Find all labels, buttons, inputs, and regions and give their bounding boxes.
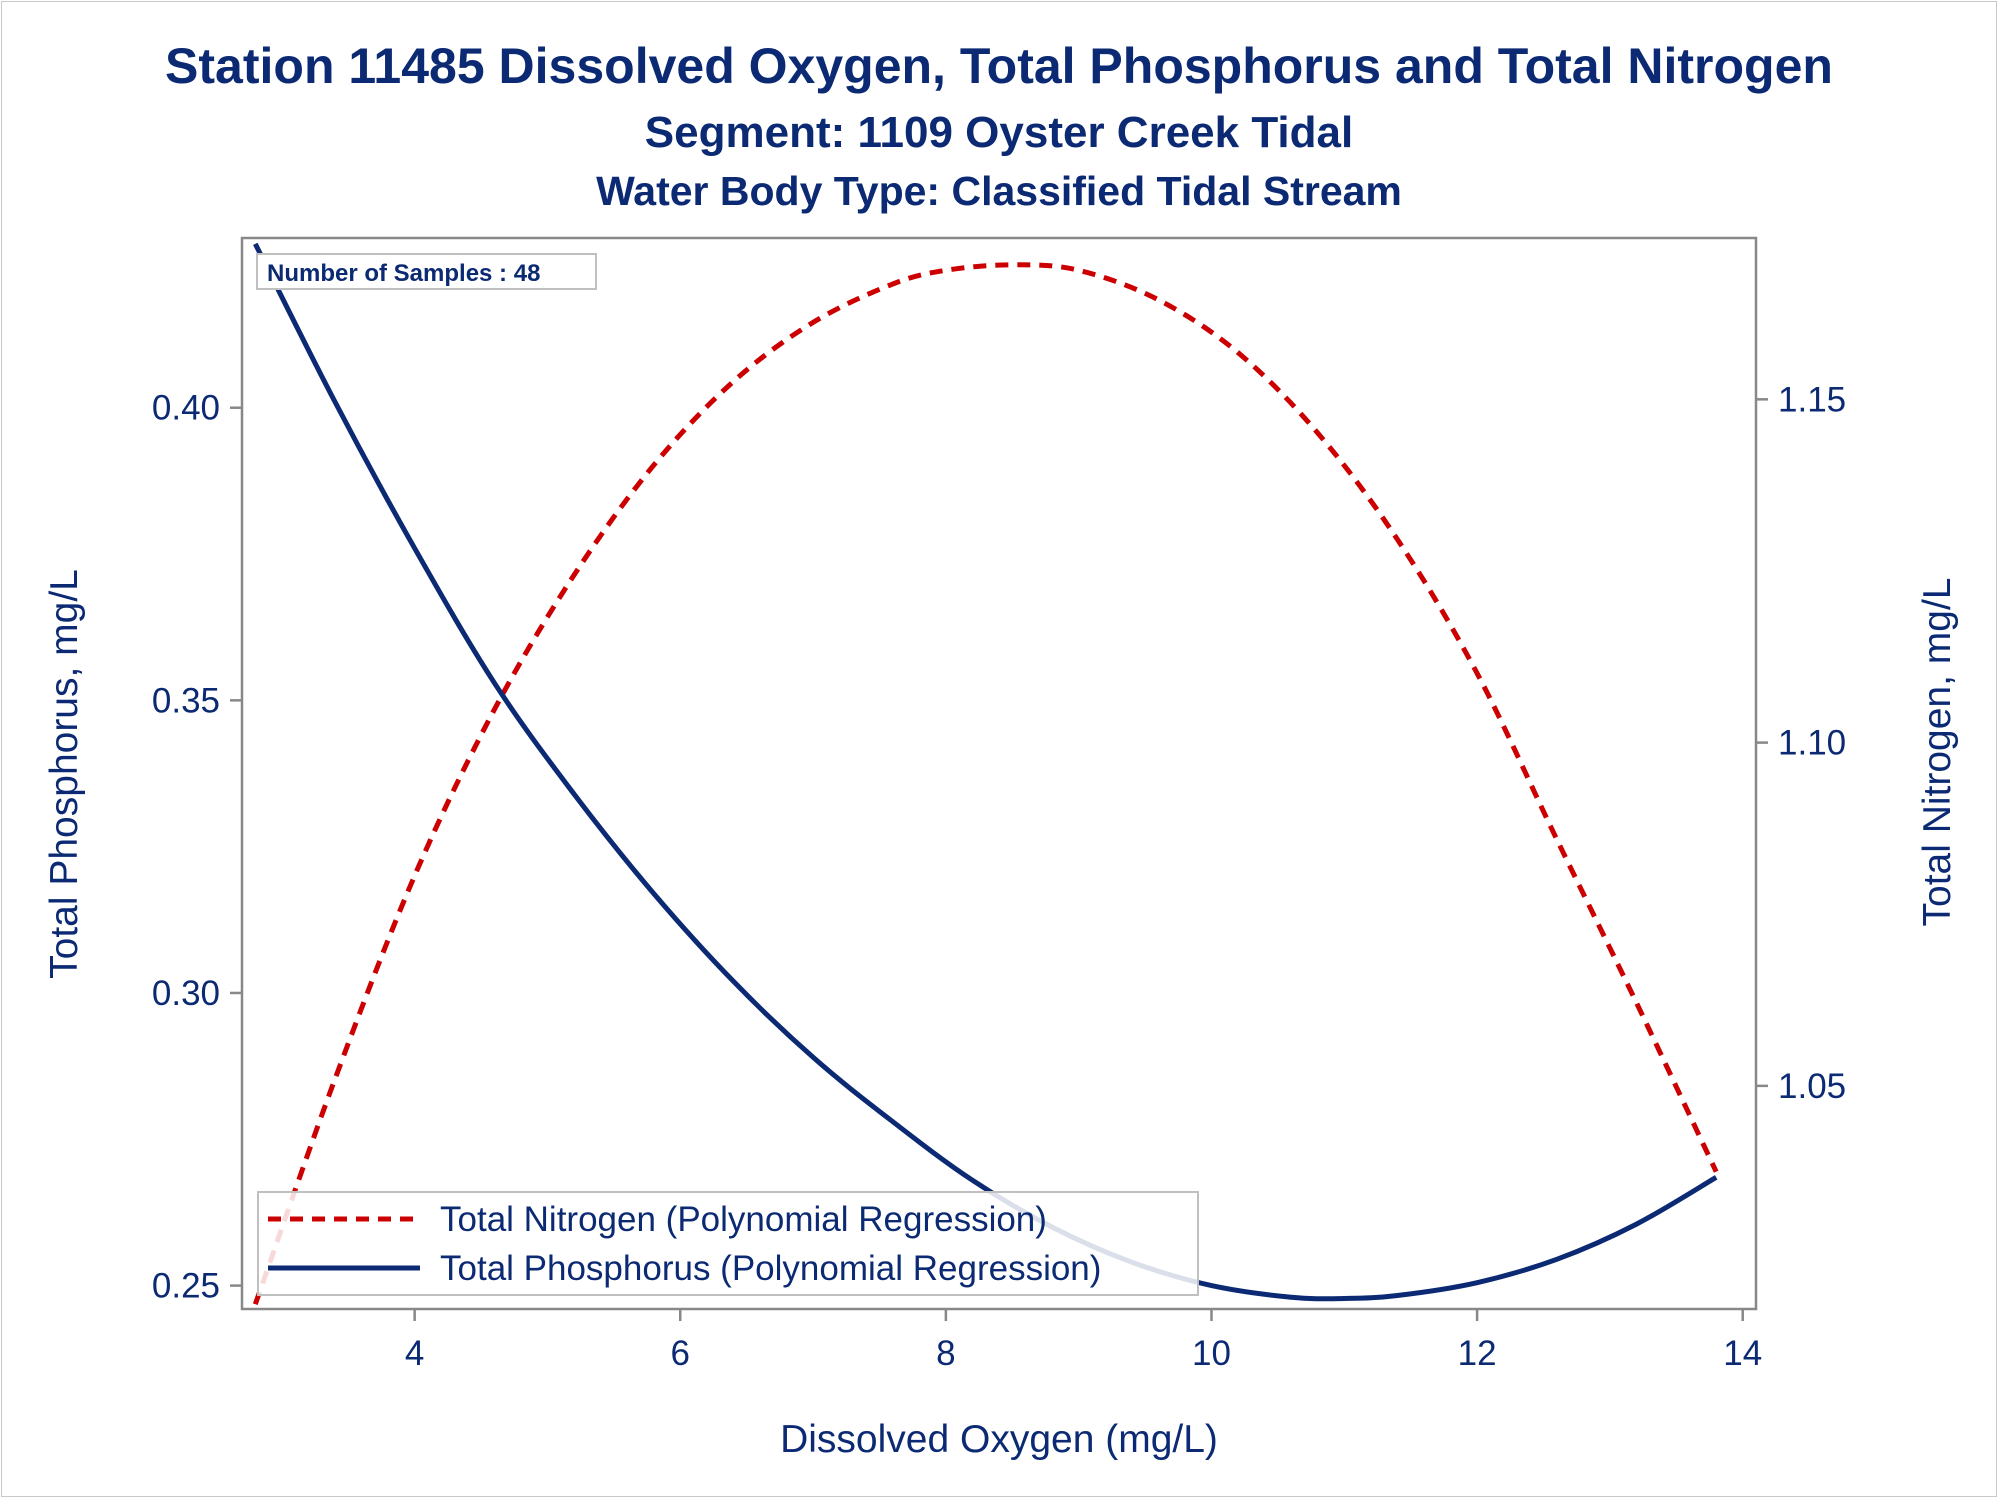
- series-line-total-nitrogen: [252, 262, 1719, 1306]
- x-tick-label: 14: [1723, 1334, 1762, 1373]
- chart-subtitle-water-body: Water Body Type: Classified Tidal Stream: [596, 168, 1402, 214]
- y-axis-label-left: Total Phosphorus, mg/L: [43, 569, 86, 979]
- legend-label-nitrogen: Total Nitrogen (Polynomial Regression): [440, 1200, 1047, 1239]
- legend-label-phosphorus: Total Phosphorus (Polynomial Regression): [440, 1249, 1101, 1288]
- y-tick-label: 0.25: [152, 1267, 220, 1306]
- sample-count-box: [256, 253, 597, 290]
- series-line-total-phosphorus: [253, 242, 1718, 1302]
- sample-count-text: Number of Samples : 48: [267, 260, 540, 287]
- y-tick-label: 0.40: [152, 389, 220, 428]
- legend-box: [257, 1191, 1199, 1296]
- x-tick-label: 10: [1192, 1334, 1231, 1373]
- chart-subtitle-segment: Segment: 1109 Oyster Creek Tidal: [645, 108, 1353, 157]
- y-axis-right: 1.05 1.10 1.15: [1756, 380, 1846, 1106]
- x-tick-label: 6: [671, 1334, 690, 1373]
- legend: Total Nitrogen (Polynomial Regression) T…: [257, 1191, 1199, 1296]
- x-tick-label: 4: [405, 1334, 424, 1373]
- y2-tick-label: 1.15: [1778, 380, 1846, 419]
- x-axis: 4 6 8 10 12 14: [405, 1309, 1762, 1373]
- plot-area: [240, 236, 1758, 1311]
- y-tick-label: 0.30: [152, 974, 220, 1013]
- y2-tick-label: 1.05: [1778, 1067, 1846, 1106]
- y2-tick-label: 1.10: [1778, 724, 1846, 763]
- y-axis-label-right: Total Nitrogen, mg/L: [1916, 577, 1959, 926]
- y-tick-label: 0.35: [152, 681, 220, 720]
- chart-title: Station 11485 Dissolved Oxygen, Total Ph…: [165, 38, 1833, 94]
- x-axis-label: Dissolved Oxygen (mg/L): [780, 1418, 1218, 1461]
- x-tick-label: 12: [1458, 1334, 1497, 1373]
- y-axis-left: 0.25 0.30 0.35 0.40: [152, 389, 242, 1306]
- series-lines: [252, 242, 1719, 1306]
- x-tick-label: 8: [936, 1334, 955, 1373]
